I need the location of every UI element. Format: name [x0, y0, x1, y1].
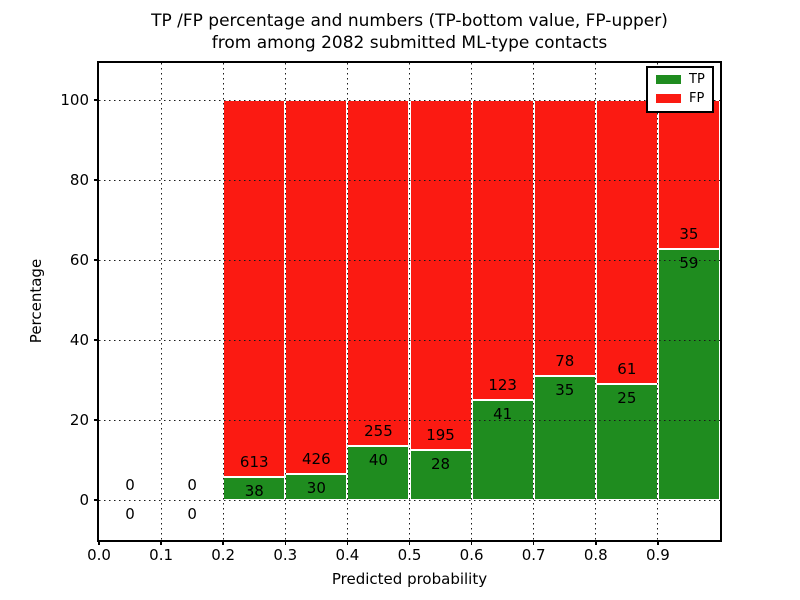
fp-value-label: 255	[364, 421, 393, 440]
fp-legend-swatch	[656, 94, 681, 103]
x-tick	[98, 540, 100, 545]
x-tick	[346, 540, 349, 545]
x-tick-label: 0.1	[149, 546, 174, 564]
fp-value-label: 0	[187, 476, 197, 494]
x-tick	[595, 540, 597, 545]
fp-bar-segment	[347, 100, 410, 446]
y-tick	[94, 419, 99, 421]
v-gridline	[284, 63, 286, 540]
x-tick-label: 0.2	[211, 546, 236, 564]
x-tick	[470, 540, 473, 545]
fp-value-label: 78	[555, 352, 575, 371]
y-tick-label: 60	[69, 251, 89, 269]
tp-bar-segment	[347, 445, 410, 500]
fp-bar-segment	[533, 100, 596, 377]
tp-value-label: 28	[431, 454, 451, 473]
fp-value-label: 426	[302, 449, 331, 468]
x-tick-label: 0.7	[521, 546, 546, 564]
y-tick	[94, 99, 99, 101]
x-tick	[160, 540, 162, 545]
fp-bar-segment	[409, 100, 472, 450]
h-gridline	[99, 419, 720, 421]
legend-row-tp: TP	[656, 72, 712, 87]
h-gridline	[99, 99, 720, 101]
fp-bar-segment	[657, 100, 720, 249]
y-tick	[94, 499, 99, 501]
x-tick-label: 0.8	[583, 546, 608, 564]
fp-bar-segment	[595, 100, 658, 384]
fp-value-label: 61	[617, 359, 637, 378]
v-gridline	[409, 63, 410, 540]
h-gridline	[99, 259, 720, 261]
x-tick-label: 0.5	[397, 546, 422, 564]
fp-value-label: 123	[488, 376, 517, 394]
tp-value-label: 59	[679, 253, 699, 272]
fp-legend-label: FP	[689, 91, 705, 106]
y-tick-label: 0	[79, 491, 89, 509]
tp-bar-segment	[471, 400, 534, 500]
fp-value-label: 613	[239, 452, 269, 471]
tp-bar-segment	[533, 376, 596, 500]
tp-legend-label: TP	[689, 72, 705, 87]
tp-bar-segment	[409, 449, 472, 500]
h-gridline	[99, 499, 720, 501]
y-tick-label: 20	[69, 411, 89, 429]
x-tick	[408, 540, 411, 545]
v-gridline	[346, 63, 348, 540]
x-tick-label: 0.0	[87, 546, 111, 564]
x-tick-label: 0.4	[335, 546, 360, 564]
tp-bar-segment	[285, 473, 348, 500]
tp-legend-swatch	[656, 75, 681, 84]
fp-bar-segment	[285, 100, 348, 474]
tp-value-label: 40	[368, 450, 388, 469]
chart-title: TP /FP percentage and numbers (TP-bottom…	[99, 10, 720, 54]
fp-value-label: 35	[679, 224, 699, 243]
x-tick-label: 0.3	[273, 546, 298, 564]
tp-value-label: 35	[555, 381, 575, 400]
v-gridline	[595, 63, 597, 540]
chart-title-line1: TP /FP percentage and numbers (TP-bottom…	[151, 11, 668, 31]
y-tick	[94, 339, 99, 341]
y-tick-label: 80	[69, 171, 89, 189]
x-tick-label: 0.9	[645, 546, 670, 564]
y-axis-label: Percentage	[27, 258, 45, 344]
tp-bar-segment	[657, 248, 720, 500]
v-gridline	[657, 63, 659, 540]
y-tick	[94, 179, 99, 181]
x-tick	[657, 540, 659, 545]
v-gridline	[533, 63, 535, 540]
y-tick	[94, 259, 99, 261]
x-tick-label: 0.6	[459, 546, 484, 564]
v-gridline	[471, 63, 473, 540]
y-tick-label: 40	[69, 331, 89, 349]
tp-bar-segment	[595, 383, 658, 500]
v-gridline	[222, 63, 224, 540]
h-gridline	[99, 179, 720, 181]
tp-value-label: 38	[244, 481, 264, 500]
fp-bar-segment	[471, 100, 534, 400]
tp-value-label: 30	[306, 478, 326, 497]
x-tick	[222, 540, 224, 545]
tp-value-label: 25	[617, 388, 637, 407]
tp-value-label: 0	[187, 505, 197, 523]
tp-bar-segment	[223, 476, 286, 500]
y-tick-label: 100	[60, 91, 89, 109]
x-tick	[284, 540, 287, 545]
chart-title-line2: from among 2082 submitted ML-type contac…	[211, 33, 608, 53]
v-gridline	[160, 63, 162, 540]
fp-value-label: 195	[426, 425, 455, 444]
tp-value-label: 0	[125, 505, 135, 523]
x-tick	[532, 540, 535, 545]
plot-area: 0 0 0 0 613 38 426 30 255 40 195 28 123 41 78 35 61 25 35 5…	[97, 61, 722, 542]
h-gridline	[99, 339, 720, 341]
legend: TP FP	[646, 66, 714, 113]
legend-row-fp: FP	[656, 91, 712, 106]
fp-value-label: 0	[125, 476, 135, 494]
tp-value-label: 41	[493, 405, 513, 423]
fp-bar-segment	[223, 100, 286, 477]
x-axis-label: Predicted probability	[331, 570, 488, 588]
